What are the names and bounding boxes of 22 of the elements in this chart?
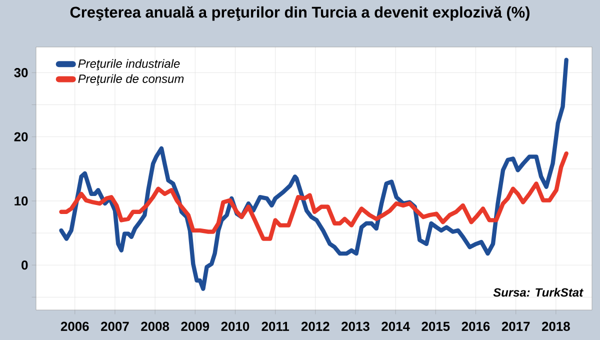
x-tick-label: 2018	[542, 322, 570, 331]
x-tick-label: 2006	[60, 322, 89, 331]
line-series	[59, 151, 568, 241]
x-tick-label: 2012	[301, 322, 330, 331]
y-tick-label: 10	[14, 196, 28, 206]
x-tick-label: 2009	[181, 322, 210, 331]
x-tick-label: 2013	[342, 322, 370, 331]
x-tick-label: 2017	[502, 322, 530, 331]
x-tick-label: 2016	[462, 322, 490, 331]
x-tick-label: 2015	[422, 322, 450, 331]
x-tick-label: 2008	[141, 322, 170, 331]
y-tick-label: 30	[14, 68, 28, 78]
x-tick-label: 2010	[221, 322, 250, 331]
legend-label: Preţurile de consum	[78, 74, 184, 86]
y-tick-label: 0	[22, 260, 28, 270]
x-tick-label: 2014	[382, 322, 410, 331]
x-tick-label: 2011	[262, 322, 290, 331]
x-tick-label: 2007	[101, 322, 129, 331]
legend-label: Preţurile industriale	[78, 59, 180, 70]
y-tick-label: 20	[14, 132, 28, 142]
chart-title: Creşterea anuală a preţurilor din Turcia a devenit explozivă (%)	[70, 6, 530, 21]
annotation: Sursa: TurkStat	[493, 288, 584, 297]
